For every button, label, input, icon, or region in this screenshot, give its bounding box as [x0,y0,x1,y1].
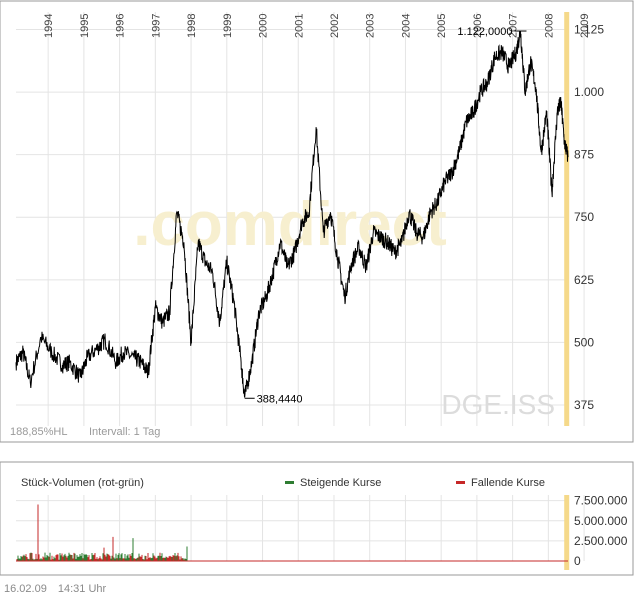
legend-rising-label: Steigende Kurse [300,477,381,489]
x-tick-label: 2000 [258,14,270,38]
volume-bars [16,504,188,561]
legend-falling-swatch [456,481,465,484]
current-period-highlight [564,12,570,426]
y-tick-label: 500 [574,335,594,349]
y-tick-label: 375 [574,398,594,412]
footer-date: 16.02.09 [4,583,47,595]
max-label: 1.122,0000 [457,26,512,38]
footer-time: 14:31 Uhr [57,583,107,595]
x-tick-label: 2006 [472,14,484,38]
interval-text: Intervall: 1 Tag [89,426,160,438]
footer: 16.02.09 14:31 Uhr [4,583,114,595]
x-tick-label: 1997 [150,14,162,38]
y-tick-label: 750 [574,210,594,224]
volume-y-labels: 7.500.000 5.000.000 2.500.000 0 [574,494,628,568]
y-axis-labels: 1.125 1.000 875 750 625 500 375 [574,23,604,412]
min-label: 388,4440 [257,393,303,405]
volume-highlight [564,495,570,570]
x-tick-label: 2007 [508,14,520,38]
x-tick-label: 2004 [400,14,412,38]
x-tick-label: 1996 [115,14,127,38]
price-line [15,30,569,398]
x-tick-label: 1995 [79,14,91,38]
min-annotation: 388,4440 [244,393,303,405]
x-axis-labels: 1994 1995 1996 1997 1998 1999 2000 2001 2002 2003… [43,14,591,38]
vol-y-tick-label: 0 [574,554,581,568]
x-tick-label: 1999 [222,14,234,38]
vol-y-tick-label: 5.000.000 [574,514,628,528]
x-tick-label: 2008 [543,14,555,38]
legend-rising: Steigende Kurse [285,477,381,489]
x-tick-label: 2005 [436,14,448,38]
max-annotation: 1.122,0000 [457,26,527,38]
x-tick-label: 1998 [186,14,198,38]
volume-title: Stück-Volumen (rot-grün) [21,477,144,489]
symbol-watermark: DGE.ISS [441,389,555,420]
x-tick-label: 2003 [365,14,377,38]
range-text: 188,85%HL [10,426,68,438]
vol-y-tick-label: 7.500.000 [574,494,628,508]
price-grid [16,12,585,426]
legend-rising-swatch [285,481,294,484]
x-tick-label: 1994 [43,14,55,38]
y-tick-label: 1.000 [574,85,604,99]
x-tick-label: 2009 [579,14,591,38]
x-tick-label: 2002 [329,14,341,38]
y-tick-label: 875 [574,148,594,162]
x-tick-label: 2001 [293,14,305,38]
legend-falling: Fallende Kurse [456,477,545,489]
vol-y-tick-label: 2.500.000 [574,534,628,548]
y-tick-label: 625 [574,273,594,287]
legend-falling-label: Fallende Kurse [471,477,545,489]
y-tick-label: 1.125 [574,23,604,37]
